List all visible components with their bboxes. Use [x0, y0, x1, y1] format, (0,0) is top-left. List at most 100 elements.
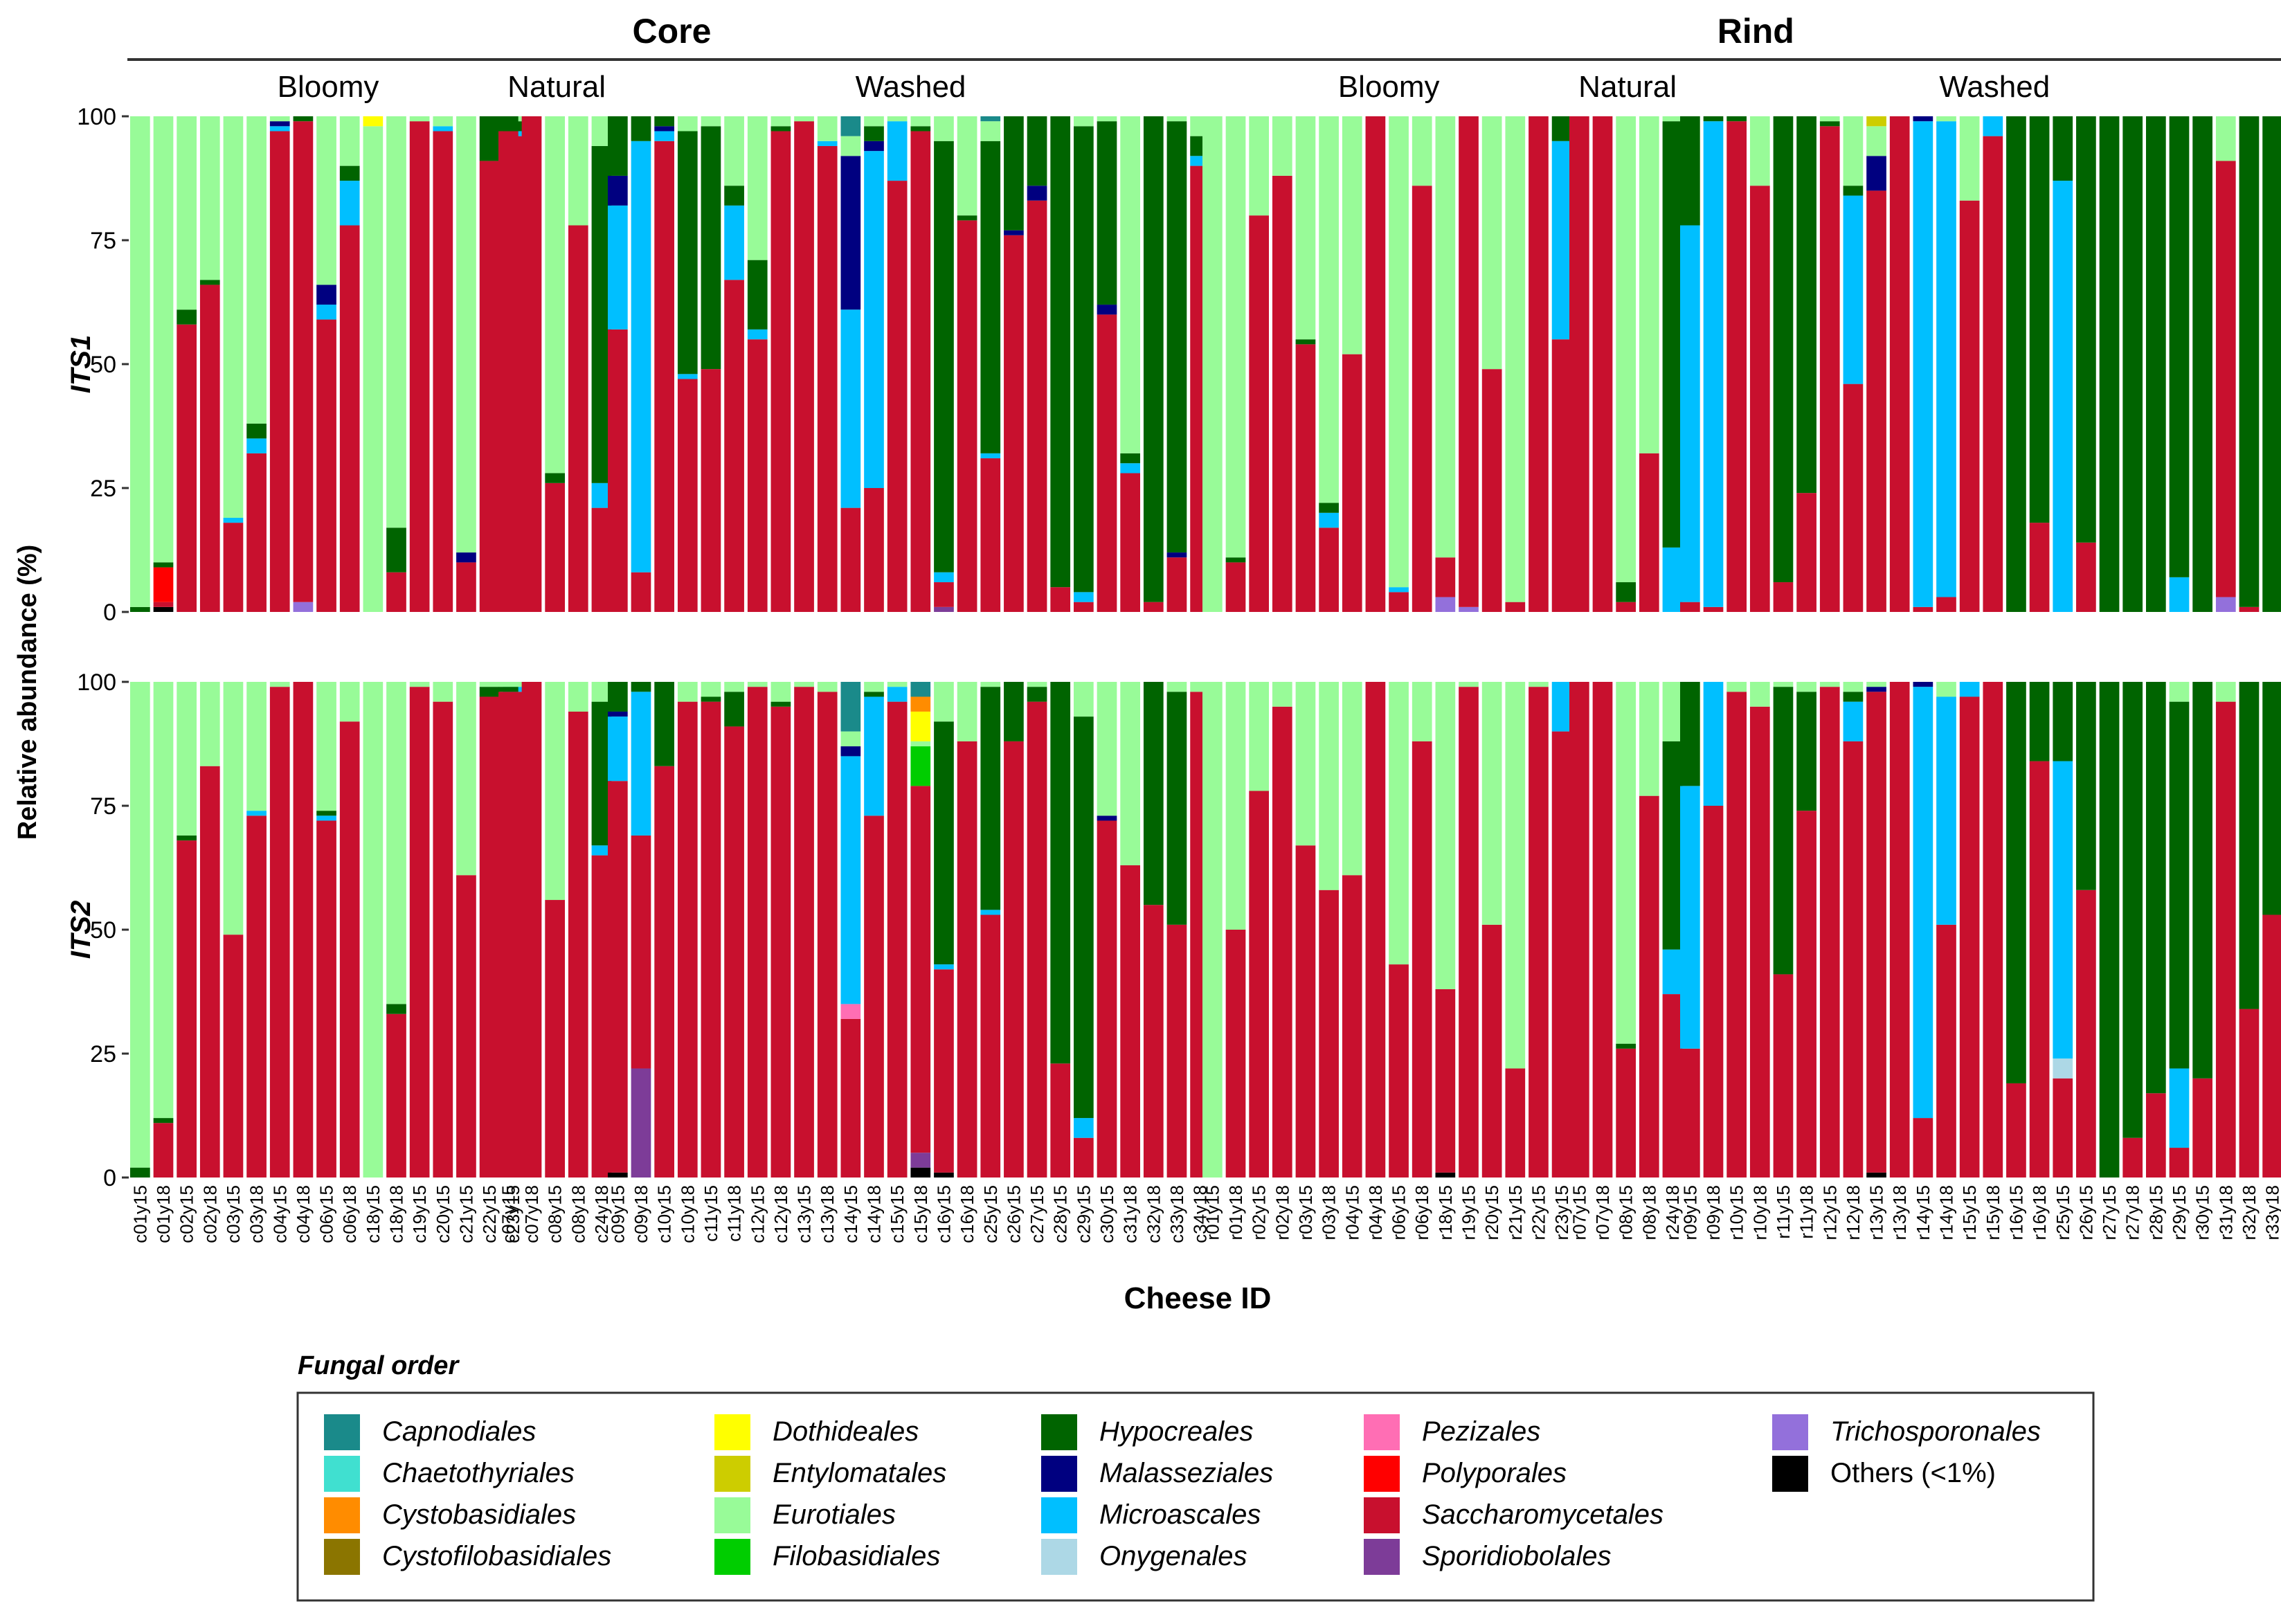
x-tick-label-r22y15: r22y15: [1528, 1185, 1549, 1240]
bar-segment-its2-c15y18-eurotiales: [910, 741, 931, 747]
legend-swatch: [324, 1414, 360, 1450]
bar-segment-its1-r23y15-microascales: [1551, 141, 1572, 340]
bar-segment-its2-c16y15-hypocreales: [934, 721, 954, 965]
x-tick-label-c18y18: c18y18: [386, 1185, 407, 1243]
bar-segment-its1-c04y18-trichosporonales: [293, 602, 314, 612]
x-tick-label-r02y18: r02y18: [1272, 1185, 1292, 1240]
bar-segment-its2-c22y15-eurotiales: [479, 682, 500, 687]
bar-segment-its1-r15y18-microascales: [1983, 116, 2003, 136]
bar-segment-its1-c16y15-microascales: [934, 572, 954, 583]
bar-segment-its1-c04y15-microascales: [269, 126, 290, 132]
x-tick-label-r07y18: r07y18: [1592, 1185, 1613, 1240]
bar-segment-its2-r10y18-saccharomycetales: [1749, 706, 1770, 1178]
x-tick-label-c18y15: c18y15: [363, 1185, 384, 1243]
bar-segment-its1-c02y18-eurotiales: [199, 116, 220, 280]
legend-swatch: [1364, 1497, 1400, 1533]
legend-label: Eurotiales: [773, 1499, 896, 1530]
group-label-core-washed: Washed: [856, 70, 966, 104]
bar-segment-its2-r14y15-saccharomycetales: [1913, 1118, 1933, 1178]
bar-segment-its2-r11y18-hypocreales: [1796, 692, 1816, 811]
bar-segment-its2-c14y18-saccharomycetales: [864, 815, 884, 1178]
legend-swatch: [1364, 1414, 1400, 1450]
bar-segment-its1-c18y15-eurotiales: [363, 126, 384, 612]
bar-segment-its1-c04y15-saccharomycetales: [269, 131, 290, 613]
bar-segment-its2-r03y15-saccharomycetales: [1295, 845, 1316, 1178]
bar-segment-its2-c09y18-saccharomycetales: [631, 835, 651, 1069]
legend-label: Polyporales: [1422, 1458, 1567, 1488]
bar-segment-its2-r24y18-microascales: [1662, 949, 1683, 995]
bar-segment-its1-c09y15-hypocreales: [608, 116, 628, 176]
bar-segment-its1-c09y15-malasseziales: [608, 175, 628, 206]
x-tick-labels: c01y15 c01y18 c02y15 c02y18 c03y15 c03y18 c04y…: [129, 1185, 2281, 1243]
bar-segment-its2-c04y18-saccharomycetales: [293, 682, 314, 1178]
bar-segment-its1-r14y18-saccharomycetales: [1936, 597, 1956, 612]
bar-segment-its2-r19y15-saccharomycetales: [1459, 687, 1479, 1178]
panel-rind-natural: [1569, 116, 1683, 1178]
bar-segment-its1-c26y15-hypocreales: [1004, 116, 1024, 231]
bar-segment-its1-c19y15-saccharomycetales: [409, 121, 430, 612]
legend-label: Chaetothyriales: [382, 1458, 575, 1488]
bar-segment-its2-c30y15-malasseziales: [1097, 815, 1117, 821]
bar-segment-its1-r02y15-eurotiales: [1249, 116, 1269, 216]
bar-segment-its2-c14y15-saccharomycetales: [840, 1018, 861, 1178]
bar-segment-its1-r03y18-hypocreales: [1319, 503, 1339, 513]
bar-segment-its2-r25y15-microascales: [2053, 761, 2073, 1059]
x-tick-label-c28y15: c28y15: [1050, 1185, 1071, 1243]
bar-segment-its2-r24y18-eurotiales: [1662, 682, 1683, 741]
bar-segment-its2-r11y18-eurotiales: [1796, 682, 1816, 692]
bar-segment-its1-r04y15-eurotiales: [1342, 116, 1362, 354]
bar-segment-its1-c25y15-capnodiales: [980, 116, 1001, 122]
bar-segment-its2-c07y18-saccharomycetales: [521, 682, 542, 1178]
bar-segment-its1-c22y15-hypocreales: [479, 116, 500, 161]
bar-segment-its1-r08y18-saccharomycetales: [1639, 453, 1659, 612]
x-tick-label-r16y15: r16y15: [2005, 1185, 2026, 1240]
bar-segment-its1-c14y15-microascales: [840, 309, 861, 508]
bar-segment-its2-r08y15-eurotiales: [1616, 682, 1636, 1044]
group-label-rind-natural: Natural: [1578, 70, 1677, 104]
y-tick-label: 75: [90, 793, 116, 820]
legend-item-others-1: Others (<1%): [1772, 1456, 1996, 1492]
bar-segment-its2-r28y15-saccharomycetales: [2146, 1093, 2166, 1178]
legend-swatch: [1772, 1414, 1808, 1450]
bar-segment-its2-c15y18-sporidiobolales: [910, 1153, 931, 1168]
bar-segment-its1-r13y15-entylomatales: [1866, 116, 1886, 127]
bar-segment-its1-r04y15-saccharomycetales: [1342, 354, 1362, 612]
bar-segment-its2-c15y18-filobasidiales: [910, 746, 931, 786]
bar-segment-its2-r09y15-saccharomycetales: [1680, 1048, 1700, 1178]
x-tick-label-c15y18: c15y18: [910, 1185, 931, 1243]
x-axis-title: Cheese ID: [1124, 1281, 1272, 1315]
bar-segment-its2-r08y18-eurotiales: [1639, 682, 1659, 796]
x-tick-label-c06y18: c06y18: [339, 1185, 360, 1243]
bar-segment-its2-c32y18-saccharomycetales: [1143, 905, 1164, 1178]
bar-segment-its2-r25y15-onygenales: [2053, 1058, 2073, 1079]
bar-segment-its1-c10y18-saccharomycetales: [677, 379, 698, 612]
x-tick-label-r03y15: r03y15: [1295, 1185, 1316, 1240]
bar-segment-its2-c10y18-eurotiales: [677, 682, 698, 702]
bar-segment-its2-c27y15-eurotiales: [1027, 682, 1047, 687]
bar-segment-its1-c03y18-microascales: [246, 438, 267, 453]
bar-segment-its1-r26y15-saccharomycetales: [2076, 542, 2096, 612]
bar-segment-its1-r06y15-microascales: [1389, 587, 1409, 593]
bar-segment-its1-r08y15-eurotiales: [1616, 116, 1636, 583]
x-tick-label-r15y18: r15y18: [1983, 1185, 2003, 1240]
bar-segment-its1-c27y15-saccharomycetales: [1027, 200, 1047, 613]
x-tick-label-c13y18: c13y18: [817, 1185, 838, 1243]
bar-segment-its2-c10y15-saccharomycetales: [654, 766, 674, 1178]
x-tick-label-c02y18: c02y18: [199, 1185, 220, 1243]
legend-item-pezizales: Pezizales: [1364, 1414, 1540, 1450]
x-tick-label-c10y15: c10y15: [654, 1185, 675, 1243]
bar-segment-its1-c26y15-malasseziales: [1004, 230, 1024, 235]
bar-segment-its2-r01y15-eurotiales: [1202, 682, 1223, 1178]
bar-segment-its1-r03y18-saccharomycetales: [1319, 527, 1339, 612]
bar-segment-its2-c29y15-saccharomycetales: [1074, 1137, 1094, 1178]
x-tick-label-r06y15: r06y15: [1389, 1185, 1409, 1240]
bar-segment-its2-c09y15-saccharomycetales: [608, 781, 628, 1173]
x-tick-label-r25y15: r25y15: [2053, 1185, 2073, 1240]
bar-segment-its2-r02y18-eurotiales: [1272, 682, 1292, 707]
bar-segment-its1-c21y15-malasseziales: [456, 552, 476, 563]
bar-segment-its2-c33y18-eurotiales: [1166, 682, 1187, 692]
x-tick-label-c02y15: c02y15: [177, 1185, 197, 1243]
legend-item-eurotiales: Eurotiales: [714, 1497, 896, 1533]
legend-swatch: [1041, 1539, 1077, 1575]
bar-segment-its2-r03y18-eurotiales: [1319, 682, 1339, 890]
